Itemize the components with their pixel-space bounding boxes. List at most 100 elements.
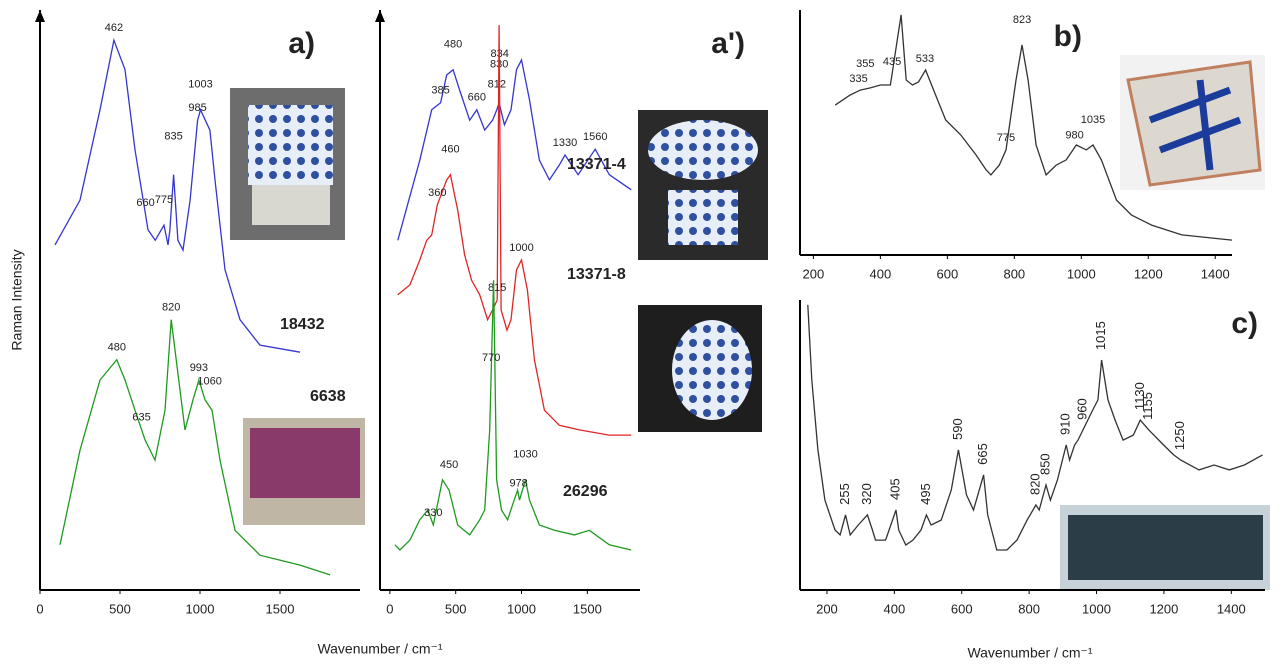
- y-axis-title: Raman Intensity: [9, 249, 25, 350]
- peak-label: 835: [164, 131, 182, 143]
- x-tick-label: 1500: [266, 601, 295, 616]
- series-name: 13371-4: [567, 156, 626, 173]
- x-tick-label: 200: [816, 601, 838, 616]
- photo-teapot-body: [672, 320, 752, 420]
- peak-label: 820: [162, 302, 180, 314]
- panel-label: a): [288, 27, 315, 60]
- x-axis-title: Wavenumber / cm⁻¹: [967, 645, 1092, 661]
- x-tick-label: 0: [36, 601, 43, 616]
- peak-label: 462: [105, 22, 123, 34]
- series-name: 13371-8: [567, 266, 626, 283]
- panel-label: c): [1231, 307, 1258, 340]
- peak-label: 1015: [1093, 321, 1108, 350]
- peak-label: 1000: [509, 0, 533, 2]
- peak-label: 1560: [583, 131, 607, 143]
- peak-label: 435: [883, 56, 901, 68]
- peak-label: 1250: [1172, 421, 1187, 450]
- peak-label: 815: [488, 282, 506, 294]
- x-tick-label: 1200: [1149, 601, 1178, 616]
- peak-label: 355: [856, 58, 874, 70]
- peak-label: 480: [108, 342, 126, 354]
- peak-label: 1130: [1132, 382, 1147, 410]
- peak-label: 823: [1013, 14, 1031, 26]
- panel-label: b): [1054, 20, 1082, 53]
- x-tick-label: 500: [445, 601, 467, 616]
- x-tick-label: 800: [1003, 266, 1025, 281]
- spectrum-line: [807, 304, 1263, 551]
- spectrum-line: [397, 25, 632, 436]
- peak-label: 480: [444, 39, 462, 51]
- x-tick-label: 200: [803, 266, 825, 281]
- peak-label: 978: [509, 477, 527, 489]
- peak-label: 635: [132, 412, 150, 424]
- x-tick-label: 0: [386, 601, 393, 616]
- peak-label: 660: [136, 197, 154, 209]
- axis-arrow: [375, 10, 385, 22]
- peak-label: 1000: [509, 242, 533, 254]
- photo-vase-base: [252, 185, 330, 225]
- peak-label: 775: [155, 194, 173, 206]
- peak-label: 993: [190, 362, 208, 374]
- peak-label: 820: [1027, 473, 1042, 495]
- spectrum-line: [54, 37, 301, 353]
- panel-label: a'): [711, 27, 745, 60]
- peak-label: 385: [431, 85, 449, 97]
- peak-label: 1003: [188, 79, 212, 91]
- peak-label: 320: [859, 483, 874, 505]
- peak-label: 590: [950, 418, 965, 440]
- x-tick-label: 1400: [1201, 266, 1230, 281]
- photos: [230, 55, 1270, 590]
- x-tick-label: 1500: [573, 601, 602, 616]
- peak-label: 360: [428, 187, 446, 199]
- peak-label: 460: [441, 144, 459, 156]
- peak-label: 1060: [197, 376, 221, 388]
- photo-vase-body: [248, 105, 333, 185]
- peak-label: 665: [975, 443, 990, 465]
- spectrum-line: [834, 14, 1233, 241]
- photo-shard-paint: [1148, 79, 1242, 171]
- series-name: 6638: [310, 388, 346, 405]
- x-tick-label: 500: [109, 601, 131, 616]
- peak-label: 980: [1065, 129, 1083, 141]
- x-tick-label: 600: [951, 601, 973, 616]
- peak-label: 533: [916, 53, 934, 65]
- x-tick-label: 1000: [1067, 266, 1096, 281]
- x-tick-label: 400: [870, 266, 892, 281]
- peak-label: 405: [887, 478, 902, 500]
- peak-label: 335: [849, 73, 867, 85]
- peak-label: 770: [482, 352, 500, 364]
- peak-label: 255: [837, 483, 852, 505]
- peak-label: 812: [488, 79, 506, 91]
- peak-label: 910: [1058, 413, 1073, 435]
- peak-label: 985: [188, 102, 206, 114]
- peak-label: 450: [440, 459, 458, 471]
- spectrum-line: [394, 280, 632, 551]
- peak-label: 495: [918, 483, 933, 505]
- x-tick-label: 1000: [507, 601, 536, 616]
- x-tick-label: 1400: [1217, 601, 1246, 616]
- photo-bowl-foot: [668, 190, 738, 245]
- peak-label: 850: [1037, 453, 1052, 475]
- x-tick-label: 400: [883, 601, 905, 616]
- photo-bowl-top: [648, 120, 758, 180]
- peak-label: 1035: [1081, 114, 1105, 126]
- peak-label: 1030: [513, 449, 537, 461]
- x-tick-label: 600: [936, 266, 958, 281]
- x-axis-title: Wavenumber / cm⁻¹: [317, 641, 442, 657]
- x-tick-label: 1000: [1082, 601, 1111, 616]
- peak-label: 1330: [553, 137, 577, 149]
- axis-arrow: [35, 10, 45, 22]
- peak-label: 775: [997, 132, 1015, 144]
- photo-cup-body: [250, 428, 360, 498]
- spectrum-line: [59, 319, 331, 576]
- photo-fragment-body: [1068, 515, 1263, 580]
- x-tick-label: 1000: [186, 601, 215, 616]
- series-name: 26296: [563, 483, 608, 500]
- peak-label: 660: [468, 92, 486, 104]
- series-name: 18432: [280, 316, 325, 333]
- x-tick-label: 800: [1018, 601, 1040, 616]
- peak-label: 1155: [1140, 392, 1155, 420]
- x-tick-label: 1200: [1134, 266, 1163, 281]
- peak-label: 960: [1074, 398, 1089, 420]
